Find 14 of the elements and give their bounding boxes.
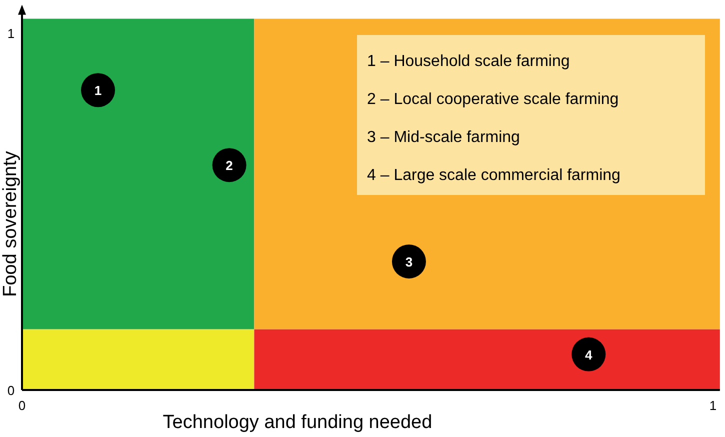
point bbox=[572, 337, 606, 372]
annotation: 2 – Local cooperative scale farming bbox=[367, 91, 619, 108]
annotation: 3 – Mid-scale farming bbox=[367, 129, 520, 146]
x-axis-title: Technology and funding needed bbox=[162, 412, 432, 433]
point bbox=[212, 148, 246, 182]
point bbox=[81, 73, 116, 108]
annotation: 4 bbox=[585, 347, 594, 362]
annotation: 1 bbox=[94, 83, 102, 98]
y-axis-title: Food sovereignty bbox=[0, 150, 21, 297]
annotation: 3 bbox=[405, 254, 413, 270]
point bbox=[392, 244, 426, 278]
annotation: 1 – Household scale farming bbox=[367, 53, 570, 70]
annotation: 4 – Large scale commercial farming bbox=[367, 167, 620, 184]
annotation: 2 bbox=[226, 158, 233, 174]
